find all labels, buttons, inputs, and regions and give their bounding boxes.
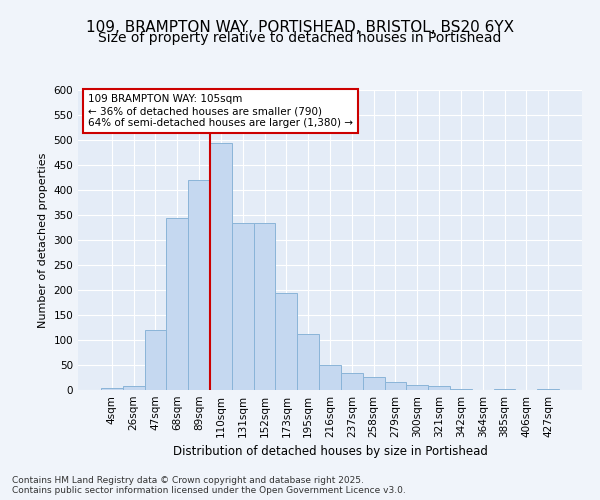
Bar: [275, 292, 297, 390]
Bar: [101, 388, 123, 390]
Bar: [123, 386, 145, 390]
Bar: [210, 142, 232, 390]
Bar: [341, 372, 363, 390]
Bar: [297, 334, 319, 390]
Bar: [254, 222, 275, 390]
Text: Size of property relative to detached houses in Portishead: Size of property relative to detached ho…: [98, 31, 502, 45]
Bar: [188, 180, 210, 390]
Bar: [406, 384, 428, 390]
X-axis label: Distribution of detached houses by size in Portishead: Distribution of detached houses by size …: [173, 446, 487, 458]
Bar: [232, 222, 254, 390]
Bar: [363, 376, 385, 390]
Bar: [145, 330, 166, 390]
Bar: [450, 389, 472, 390]
Text: 109 BRAMPTON WAY: 105sqm
← 36% of detached houses are smaller (790)
64% of semi-: 109 BRAMPTON WAY: 105sqm ← 36% of detach…: [88, 94, 353, 128]
Bar: [385, 382, 406, 390]
Bar: [537, 389, 559, 390]
Bar: [494, 389, 515, 390]
Text: 109, BRAMPTON WAY, PORTISHEAD, BRISTOL, BS20 6YX: 109, BRAMPTON WAY, PORTISHEAD, BRISTOL, …: [86, 20, 514, 35]
Y-axis label: Number of detached properties: Number of detached properties: [38, 152, 48, 328]
Bar: [319, 365, 341, 390]
Bar: [428, 386, 450, 390]
Text: Contains HM Land Registry data © Crown copyright and database right 2025.
Contai: Contains HM Land Registry data © Crown c…: [12, 476, 406, 495]
Bar: [166, 218, 188, 390]
